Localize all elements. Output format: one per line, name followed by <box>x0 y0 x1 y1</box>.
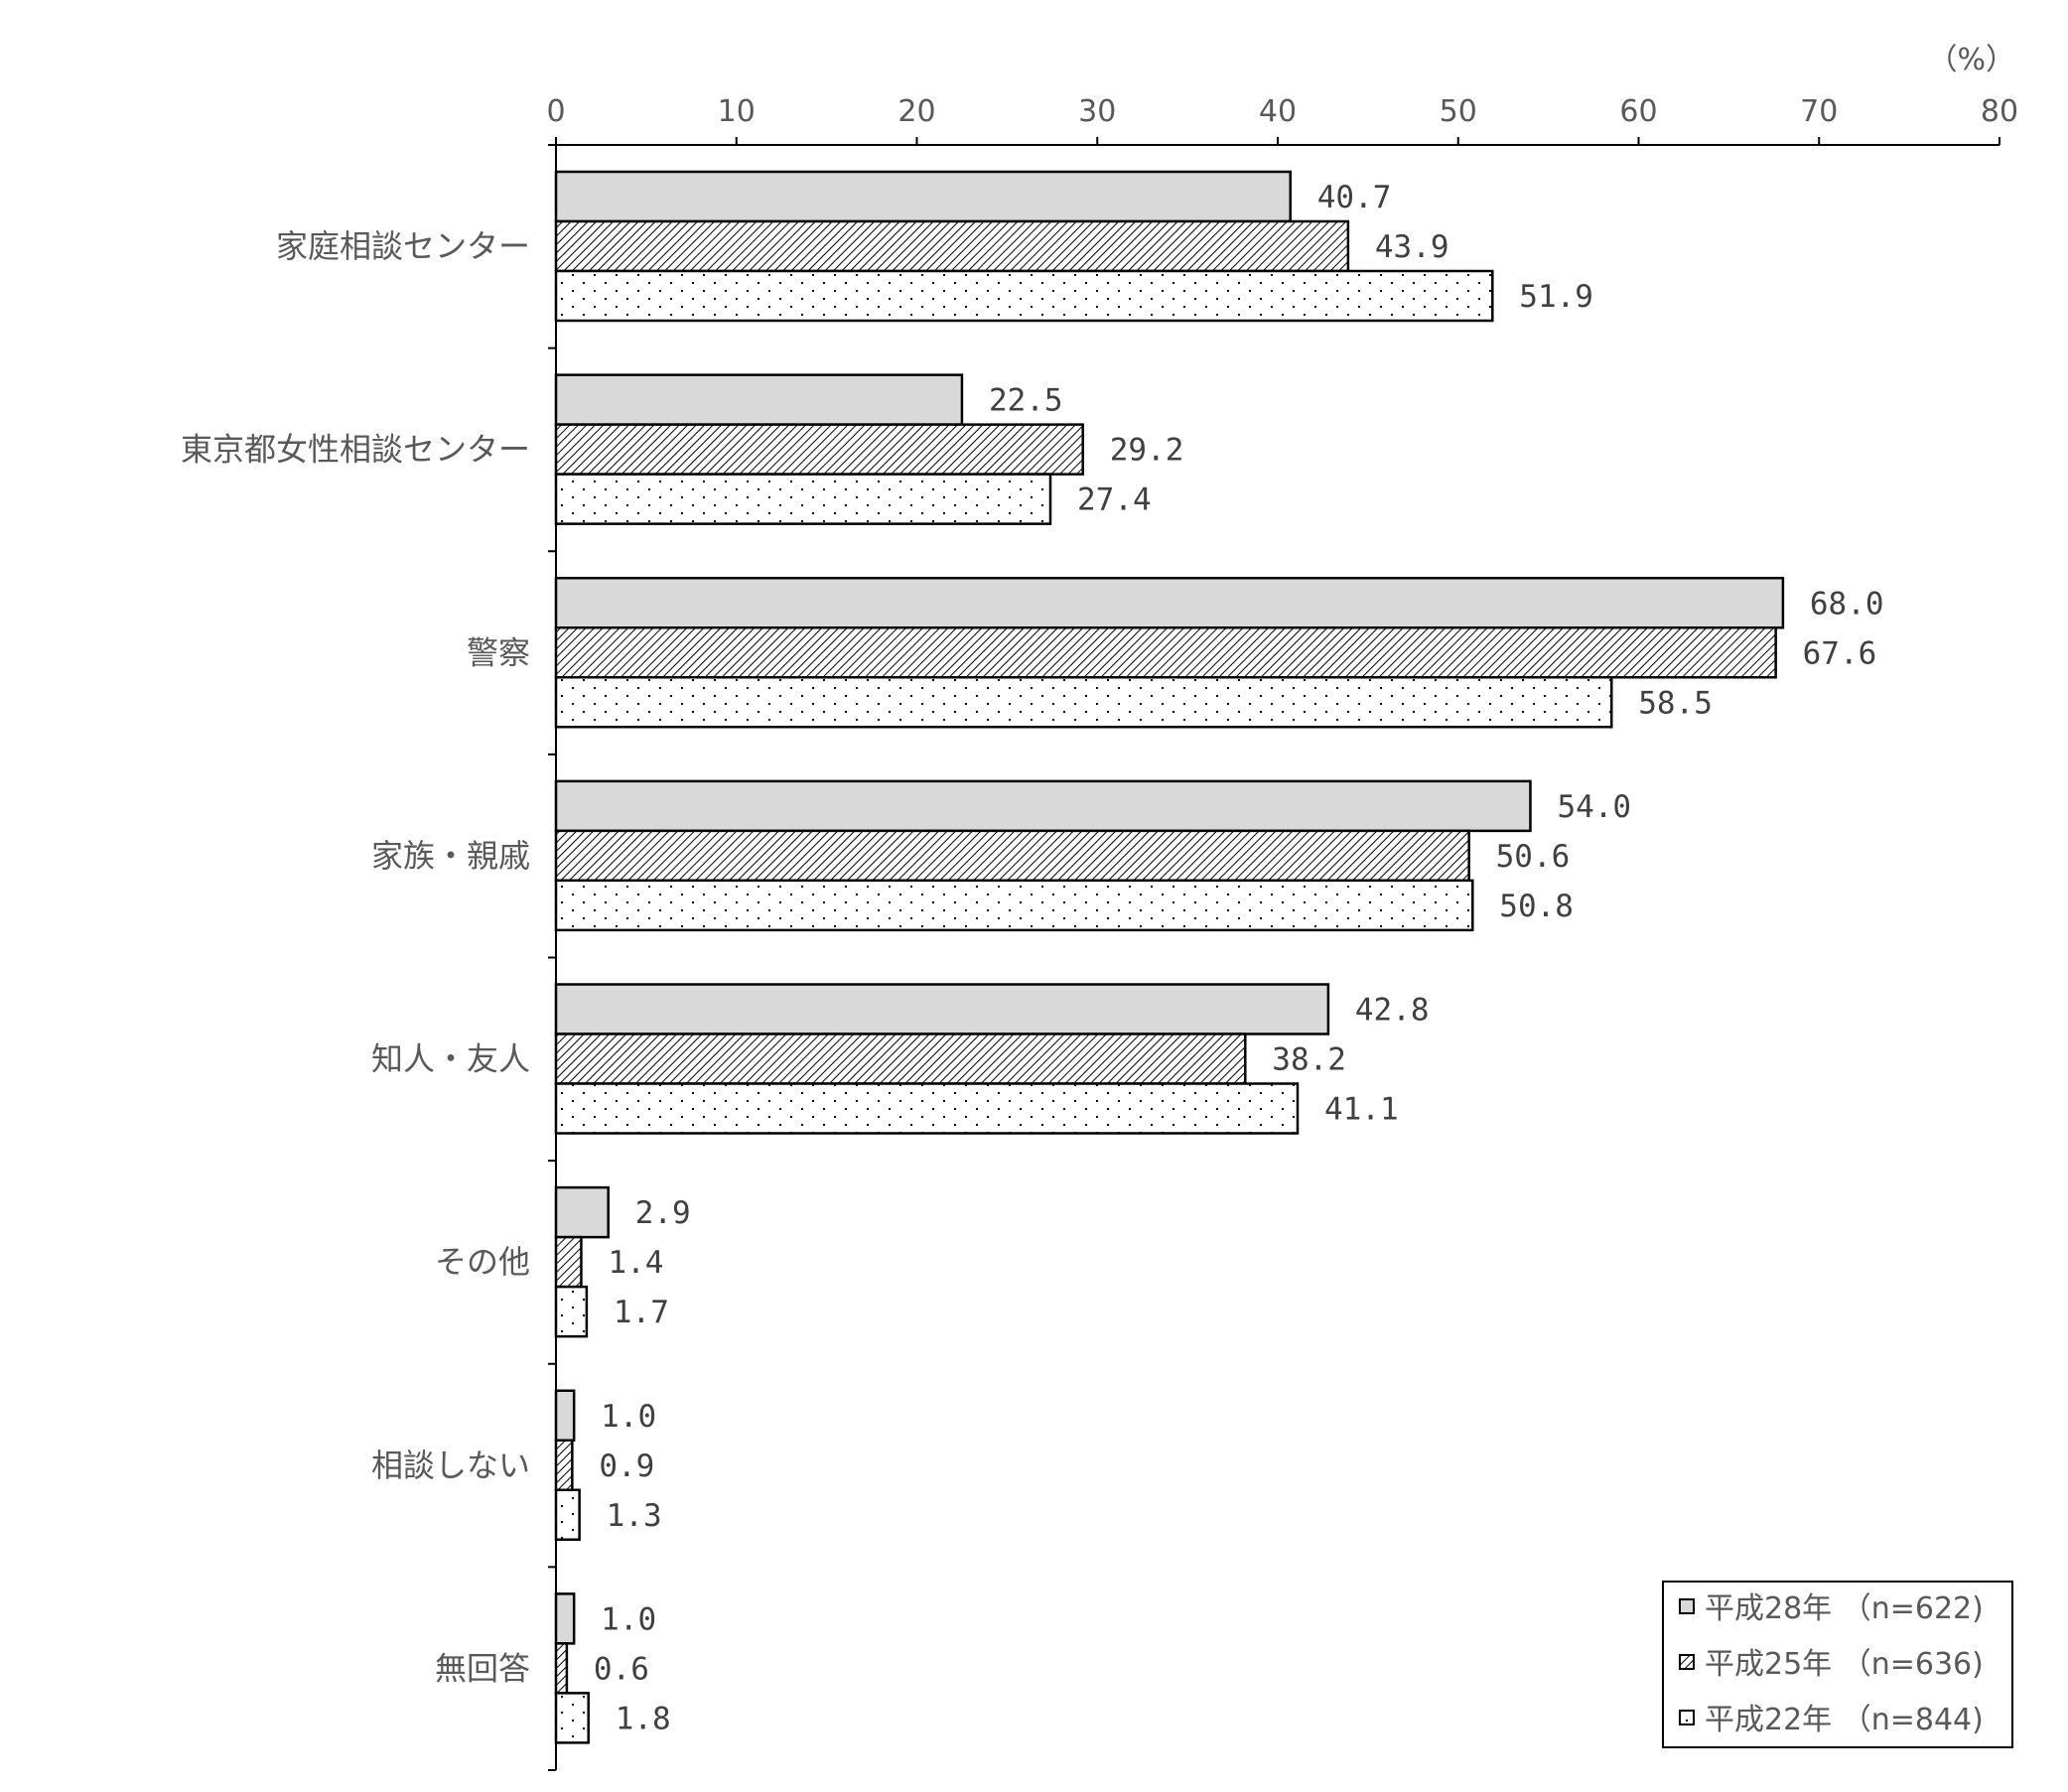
bar <box>554 1389 576 1442</box>
bar <box>554 1285 589 1338</box>
data-label: 1.0 <box>601 1399 656 1435</box>
bar <box>554 423 1084 476</box>
bar <box>554 1592 576 1645</box>
bar <box>554 577 1785 629</box>
data-label: 1.3 <box>607 1498 662 1534</box>
data-label: 1.8 <box>616 1701 671 1736</box>
data-label: 40.7 <box>1317 180 1392 215</box>
bar <box>554 1185 610 1239</box>
x-axis: 0 10 20 30 40 50 60 70 80 <box>546 94 2018 1771</box>
data-label: 1.4 <box>608 1245 663 1281</box>
bar <box>554 1642 569 1695</box>
data-label: 0.6 <box>594 1651 649 1687</box>
category-label: 知人・友人 <box>371 1040 530 1078</box>
data-label: 58.5 <box>1638 685 1713 721</box>
data-label: 2.9 <box>635 1195 691 1231</box>
bar <box>554 269 1494 323</box>
data-label: 43.9 <box>1375 229 1449 265</box>
x-tick-label: 30 <box>1078 94 1116 129</box>
bars <box>554 170 1785 1744</box>
data-label: 50.6 <box>1496 839 1571 875</box>
data-label: 54.0 <box>1557 789 1631 825</box>
x-tick-label: 0 <box>546 94 565 129</box>
category-label: 東京都女性相談センター <box>181 431 530 469</box>
bar <box>554 1439 574 1491</box>
x-tick-label: 40 <box>1259 94 1297 129</box>
bar <box>554 170 1292 223</box>
data-label: 41.1 <box>1324 1092 1399 1128</box>
legend: 平成28年 （n=622) 平成25年 （n=636) 平成22年 （n=844… <box>1662 1581 2013 1748</box>
x-tick-label: 60 <box>1619 94 1657 129</box>
legend-label-2010: 平成22年 （n=844) <box>1705 1703 1984 1737</box>
bar <box>554 1488 581 1541</box>
data-label: 51.9 <box>1519 279 1593 315</box>
category-labels: 家庭相談センター東京都女性相談センター警察家族・親戚知人・友人その他相談しない無… <box>181 227 530 1687</box>
category-label: その他 <box>435 1243 530 1281</box>
bar <box>554 829 1470 883</box>
bar <box>554 983 1330 1035</box>
bar <box>554 676 1613 729</box>
legend-swatch-2016 <box>1679 1598 1695 1614</box>
legend-label-2013: 平成25年 （n=636) <box>1705 1647 1984 1682</box>
x-tick-label: 50 <box>1440 94 1477 129</box>
category-label: 家族・親戚 <box>371 837 530 875</box>
bar <box>554 879 1474 932</box>
bar <box>554 1033 1247 1085</box>
bar <box>554 1235 583 1289</box>
value-labels: 40.7 43.9 51.9 22.5 29.2 27.4 68.0 67.6 58.5 54.0… <box>594 180 1884 1736</box>
data-label: 38.2 <box>1272 1042 1346 1078</box>
data-label: 29.2 <box>1110 433 1184 469</box>
data-label: 1.7 <box>614 1295 669 1330</box>
data-label: 22.5 <box>989 383 1063 419</box>
legend-swatch-2013 <box>1679 1654 1695 1670</box>
bar <box>554 219 1350 273</box>
data-label: 1.0 <box>601 1601 656 1637</box>
data-label: 27.4 <box>1077 482 1152 518</box>
x-tick-label: 20 <box>897 94 935 129</box>
bar <box>554 473 1052 525</box>
category-label: 家庭相談センター <box>276 227 530 265</box>
category-label: 警察 <box>467 633 530 671</box>
bar <box>554 1082 1300 1135</box>
legend-swatch-2010 <box>1679 1710 1695 1725</box>
x-tick-label: 10 <box>718 94 756 129</box>
legend-label-2016: 平成28年 （n=622) <box>1705 1591 1984 1626</box>
unit-label: （%） <box>1927 43 2015 77</box>
data-label: 68.0 <box>1810 586 1884 621</box>
data-label: 42.8 <box>1355 993 1430 1029</box>
legend-box <box>1662 1581 2013 1748</box>
bar <box>554 626 1777 679</box>
x-tick-label: 70 <box>1800 94 1838 129</box>
bar <box>554 779 1532 833</box>
bar <box>554 373 964 426</box>
data-label: 50.8 <box>1499 889 1574 924</box>
data-label: 67.6 <box>1803 635 1877 671</box>
category-label: 無回答 <box>435 1649 530 1687</box>
data-label: 0.9 <box>599 1448 654 1484</box>
x-tick-label: 80 <box>1981 94 2018 129</box>
category-label: 相談しない <box>371 1447 530 1484</box>
bar <box>554 1692 590 1744</box>
